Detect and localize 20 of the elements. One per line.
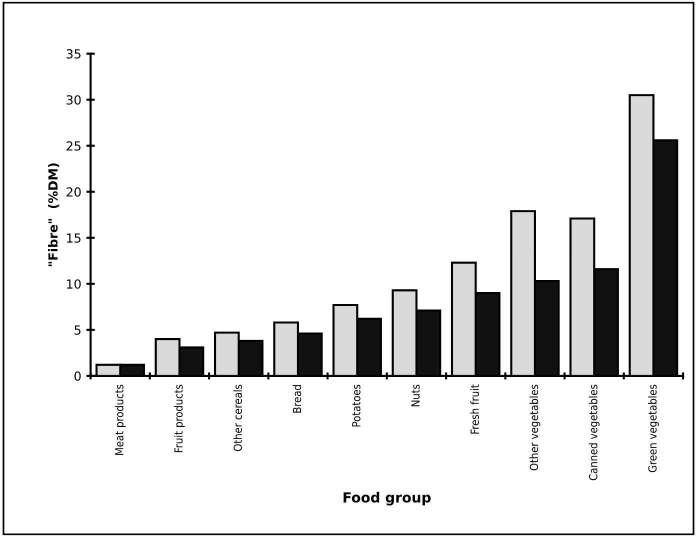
- y-tick-label: 10: [67, 279, 81, 289]
- x-tick-label: Meat products: [114, 384, 126, 455]
- y-tick-label: 30: [66, 95, 81, 105]
- y-tick-label: 5: [74, 326, 80, 335]
- y-tick-label: 0: [74, 371, 81, 381]
- x-tick-label: Canned vegetables: [588, 384, 600, 480]
- x-tick-label: Other cereals: [233, 384, 242, 451]
- y-tick-label: 25: [66, 141, 80, 151]
- x-axis-title: Food group: [344, 492, 431, 506]
- x-tick-label: Nuts: [411, 384, 420, 406]
- x-tick-label: Bread: [292, 385, 302, 413]
- x-tick-label: Potatoes: [352, 384, 360, 426]
- y-tick-label: 20: [66, 187, 81, 197]
- x-tick-label: Fruit products: [174, 384, 185, 452]
- y-axis-title: "Fibre" (%DM): [48, 163, 60, 266]
- x-tick-label: Fresh fruit: [470, 384, 479, 434]
- y-tick-label: 15: [67, 233, 80, 243]
- y-tick-label: 35: [66, 49, 80, 59]
- x-tick-label: Green vegetables: [648, 384, 659, 472]
- x-tick-label: Other vegetables: [530, 384, 540, 470]
